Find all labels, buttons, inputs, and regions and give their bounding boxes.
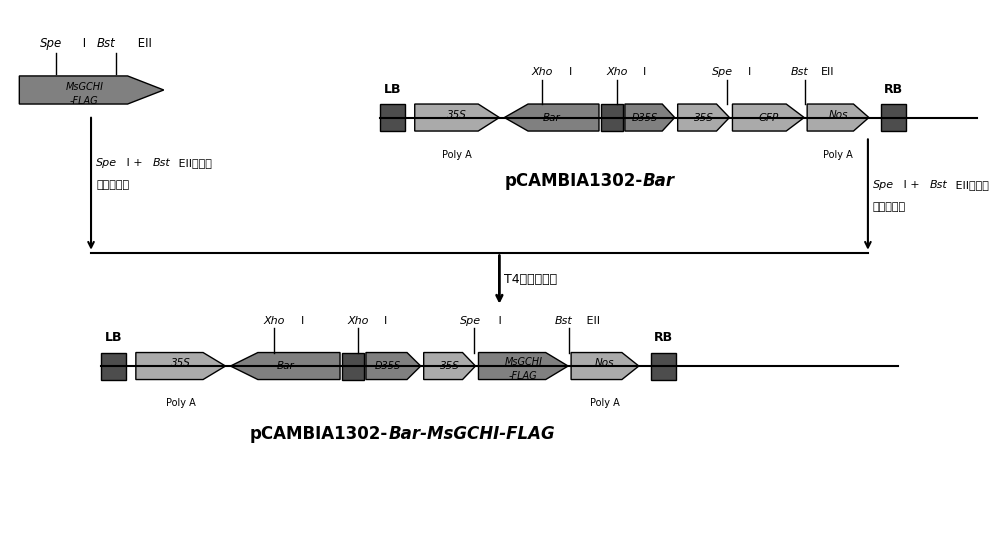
Text: -FLAG: -FLAG xyxy=(70,96,99,106)
Text: I: I xyxy=(79,37,86,50)
Text: Bst: Bst xyxy=(790,67,808,77)
Polygon shape xyxy=(415,104,499,131)
Text: LB: LB xyxy=(384,83,401,96)
Text: EII: EII xyxy=(134,37,152,50)
Polygon shape xyxy=(504,104,599,131)
Polygon shape xyxy=(732,104,804,131)
Text: pCAMBIA1302-: pCAMBIA1302- xyxy=(505,172,643,190)
Text: Bar: Bar xyxy=(543,112,561,123)
Text: Poly A: Poly A xyxy=(166,399,196,408)
Text: GFP: GFP xyxy=(758,112,778,123)
Polygon shape xyxy=(230,352,340,380)
Polygon shape xyxy=(625,104,675,131)
Text: EII: EII xyxy=(821,67,835,77)
Text: I: I xyxy=(643,67,646,77)
Polygon shape xyxy=(366,352,421,380)
Text: Xho: Xho xyxy=(347,315,369,325)
FancyBboxPatch shape xyxy=(651,352,676,380)
Polygon shape xyxy=(424,352,475,380)
FancyBboxPatch shape xyxy=(101,352,126,380)
Text: 35S: 35S xyxy=(171,358,191,368)
Polygon shape xyxy=(478,352,568,380)
Text: MsGCHI: MsGCHI xyxy=(65,83,103,92)
Text: 35S: 35S xyxy=(447,110,467,120)
Polygon shape xyxy=(19,76,164,104)
Text: Poly A: Poly A xyxy=(590,399,620,408)
Text: EII双酶切: EII双酶切 xyxy=(175,159,212,168)
Text: Bar: Bar xyxy=(643,172,675,190)
Text: pCAMBIA1302-: pCAMBIA1302- xyxy=(250,426,388,444)
FancyBboxPatch shape xyxy=(342,352,364,380)
Polygon shape xyxy=(571,352,639,380)
Polygon shape xyxy=(678,104,729,131)
Text: Spe: Spe xyxy=(40,37,62,50)
Text: Poly A: Poly A xyxy=(823,150,853,160)
Text: Spe: Spe xyxy=(712,67,733,77)
Text: Spe: Spe xyxy=(460,315,481,325)
Text: Bar-MsGCHI-FLAG: Bar-MsGCHI-FLAG xyxy=(388,426,555,444)
Text: I: I xyxy=(568,67,572,77)
Text: Nos: Nos xyxy=(828,110,848,120)
Text: 回收大片段: 回收大片段 xyxy=(873,201,906,212)
FancyBboxPatch shape xyxy=(601,104,623,131)
Text: EII: EII xyxy=(583,315,600,325)
Text: Bst: Bst xyxy=(97,37,115,50)
FancyBboxPatch shape xyxy=(881,104,906,131)
Text: Poly A: Poly A xyxy=(442,150,472,160)
Text: RB: RB xyxy=(654,331,673,344)
Text: LB: LB xyxy=(105,331,122,344)
Text: I +: I + xyxy=(900,180,923,190)
Text: 35S: 35S xyxy=(440,361,460,371)
Text: I: I xyxy=(748,67,751,77)
Text: Bst: Bst xyxy=(554,315,572,325)
Text: I: I xyxy=(301,315,304,325)
Text: I +: I + xyxy=(123,159,146,168)
Text: D35S: D35S xyxy=(375,361,401,371)
Text: 35S: 35S xyxy=(694,112,714,123)
Text: Xho: Xho xyxy=(264,315,285,325)
Text: Nos: Nos xyxy=(595,358,615,368)
Text: T4连接酶连接: T4连接酶连接 xyxy=(504,273,557,286)
Text: I: I xyxy=(384,315,387,325)
Text: RB: RB xyxy=(884,83,903,96)
Polygon shape xyxy=(136,352,225,380)
Text: MsGCHI: MsGCHI xyxy=(504,357,542,367)
Text: EII双酶切: EII双酶切 xyxy=(952,180,988,190)
Text: Spe: Spe xyxy=(96,159,117,168)
Polygon shape xyxy=(807,104,869,131)
Text: Bar: Bar xyxy=(276,361,294,371)
Text: -FLAG: -FLAG xyxy=(509,371,538,381)
Text: Spe: Spe xyxy=(873,180,894,190)
Text: Bst: Bst xyxy=(930,180,947,190)
Text: D35S: D35S xyxy=(632,112,658,123)
Text: I: I xyxy=(495,315,502,325)
Text: Xho: Xho xyxy=(532,67,553,77)
Text: Bst: Bst xyxy=(153,159,171,168)
Text: 回收小片段: 回收小片段 xyxy=(96,180,129,190)
Text: Xho: Xho xyxy=(606,67,628,77)
FancyBboxPatch shape xyxy=(380,104,405,131)
